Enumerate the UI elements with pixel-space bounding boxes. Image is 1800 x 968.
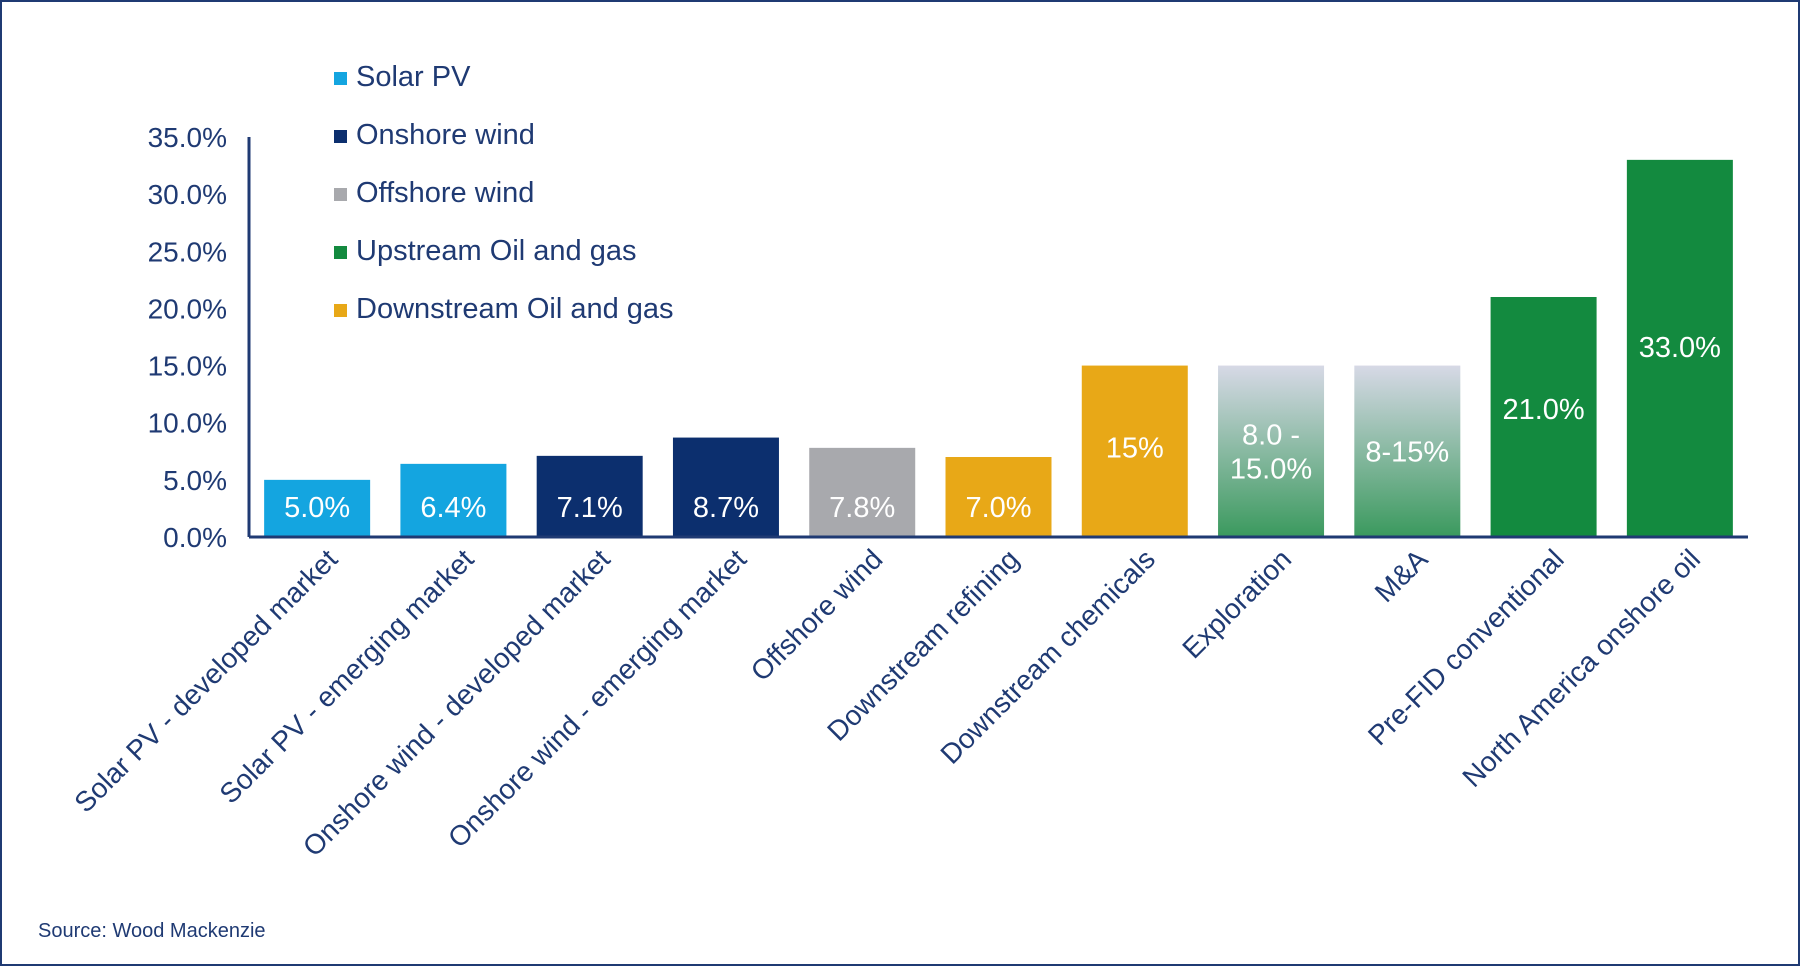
data-labels: 5.0% 6.4% 7.1% 8.7% 7.8% 7.0% 15% 8.0 -15.0% 8-1… [284,332,1721,524]
legend-label: Offshore wind [356,177,534,209]
y-tick-label: 10.0% [148,408,227,439]
y-axis: 0.0% 5.0% 10.0% 15.0% 20.0% 25.0% 30.0% 35.0% [148,122,1748,553]
source-note: Source: Wood Mackenzie [38,920,266,942]
legend-swatch [334,72,347,85]
x-tick-label: Onshore wind - developed market [297,543,616,862]
x-tick-label: Offshore wind [745,543,889,687]
y-tick-label: 15.0% [148,351,227,382]
y-tick-label: 0.0% [163,522,227,553]
bars [264,159,1733,536]
bar [1354,365,1461,536]
bar [672,437,779,536]
data-label: 8.0 -15.0% [1230,419,1312,485]
y-tick-label: 20.0% [148,293,227,324]
bar [1218,365,1325,536]
bar [1081,365,1188,536]
bar [264,479,371,536]
legend-swatch [334,130,347,143]
x-tick-label: M&A [1369,543,1434,608]
data-label: 7.8% [829,492,895,524]
data-label: 21.0% [1502,394,1584,426]
data-label: 8-15% [1365,436,1449,468]
data-label: 33.0% [1639,332,1721,364]
bar [945,457,1052,536]
legend-label: Solar PV [356,61,471,93]
data-label: 5.0% [284,492,350,524]
legend-swatch [334,304,347,317]
legend-swatch [334,246,347,259]
bar [1490,297,1597,536]
legend-swatch [334,188,347,201]
x-tick-label: Exploration [1176,543,1297,664]
legend-label: Onshore wind [356,119,535,151]
y-tick-label: 25.0% [148,236,227,267]
y-tick-label: 35.0% [148,122,227,153]
data-label: 7.1% [557,492,623,524]
legend-label: Downstream Oil and gas [356,293,674,325]
x-tick-label: Solar PV - developed market [68,543,343,818]
data-label: 7.0% [965,492,1031,524]
data-label: 15% [1106,433,1164,465]
y-tick-label: 30.0% [148,179,227,210]
bar [400,463,507,536]
y-tick-label: 5.0% [163,465,227,496]
bar [1626,159,1733,536]
bar [809,447,916,536]
bar [536,455,643,536]
x-tick-label: Solar PV - emerging market [213,543,479,809]
data-label: 6.4% [420,492,486,524]
x-tick-label: Onshore wind - emerging market [442,543,752,853]
data-label: 8.7% [693,492,759,524]
legend: Solar PV Onshore wind Offshore wind Upstrea… [334,61,674,325]
legend-label: Upstream Oil and gas [356,235,636,267]
x-tick-label: North America onshore oil [1456,543,1706,793]
